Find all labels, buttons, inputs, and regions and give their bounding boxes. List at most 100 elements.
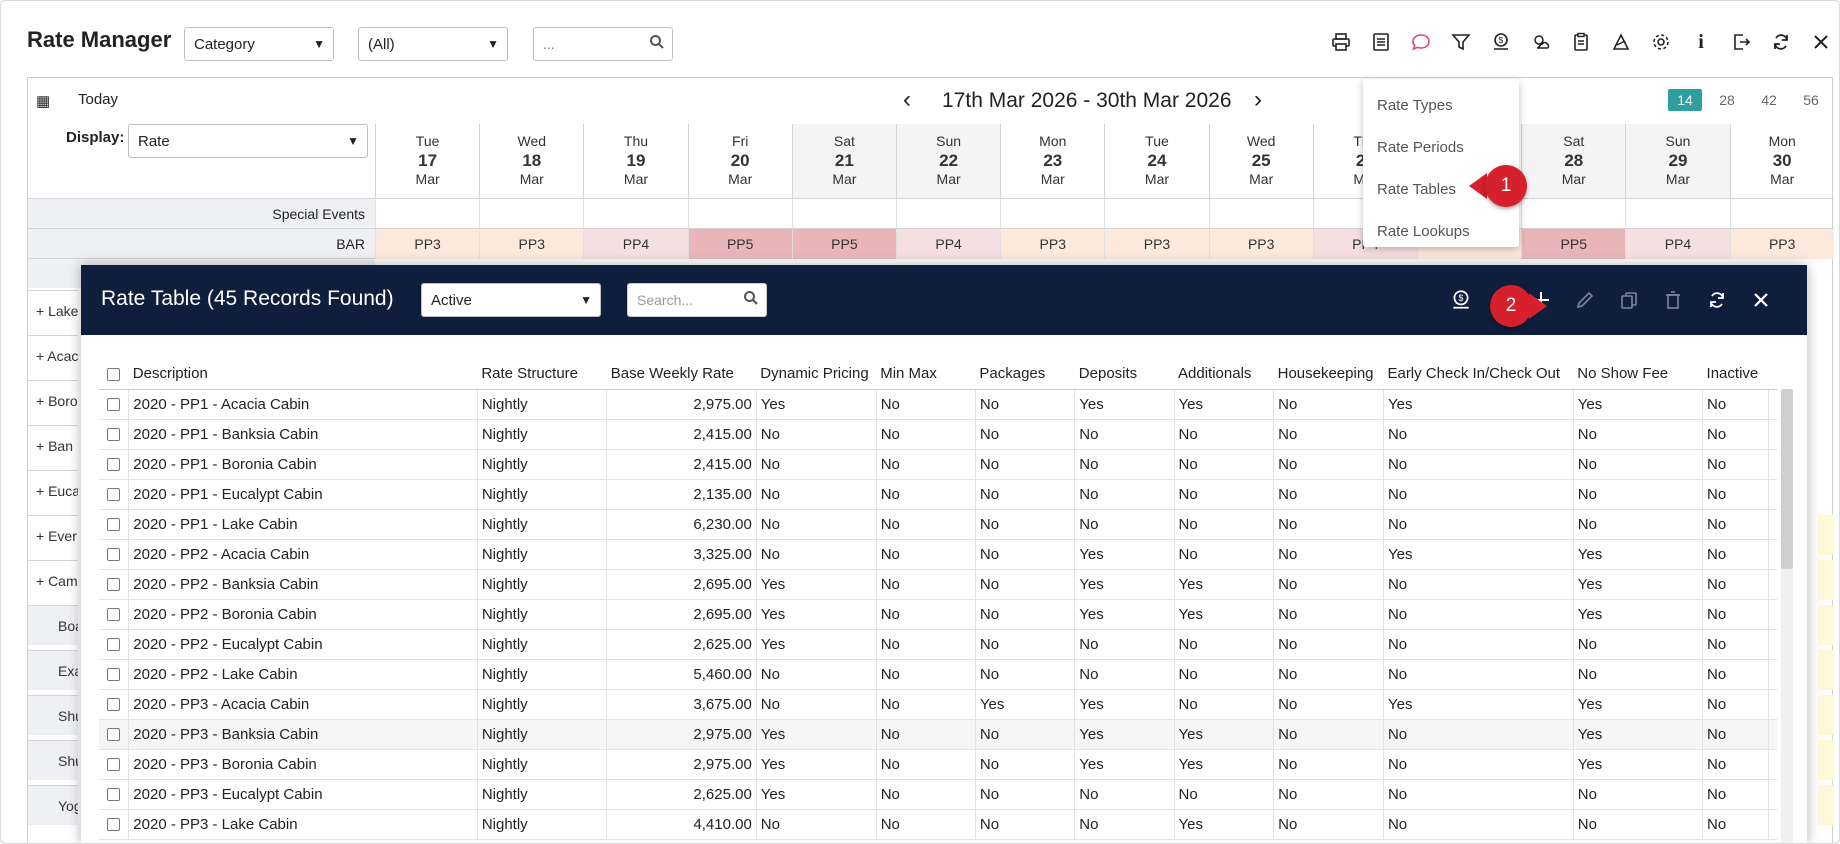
row-checkbox[interactable] (107, 608, 121, 622)
span-option-42[interactable]: 42 (1761, 92, 1777, 108)
gear-icon[interactable] (1641, 27, 1681, 57)
row-checkbox[interactable] (107, 488, 121, 502)
close-icon[interactable] (1739, 285, 1783, 315)
category-select[interactable]: Category ▼ (184, 27, 334, 61)
row-checkbox[interactable] (107, 398, 121, 412)
row-checkbox[interactable] (107, 818, 121, 832)
edit-icon[interactable] (1563, 285, 1607, 315)
room-type-item[interactable]: + Boro (28, 380, 78, 420)
table-row[interactable]: 2020 - PP3 - Boronia Cabin Nightly 2,975.0… (99, 749, 1777, 780)
table-row[interactable]: 2020 - PP2 - Eucalypt Cabin Nightly 2,625.… (99, 629, 1777, 660)
bar-rate-cell[interactable]: PP3 (375, 229, 480, 259)
filter-icon[interactable] (1441, 27, 1481, 57)
special-event-cell[interactable] (375, 199, 479, 229)
column-header[interactable]: Description (128, 359, 478, 390)
row-checkbox-cell[interactable] (99, 569, 129, 600)
bar-rate-cell[interactable]: PP4 (583, 229, 688, 259)
info-icon[interactable]: i (1698, 30, 1704, 53)
special-event-cell[interactable] (1208, 199, 1313, 229)
column-header[interactable]: Rate Structure (477, 359, 607, 390)
column-header[interactable]: Dynamic Pricing (756, 359, 877, 390)
column-header[interactable]: Deposits (1074, 359, 1175, 390)
row-checkbox[interactable] (107, 578, 121, 592)
row-checkbox[interactable] (107, 788, 121, 802)
table-row[interactable]: 2020 - PP1 - Lake Cabin Nightly 6,230.00 No… (99, 509, 1777, 540)
menu-item-rate-tables[interactable]: Rate Tables (1377, 181, 1456, 198)
span-option-14[interactable]: 14 (1668, 89, 1702, 111)
next-range-button[interactable]: › (1254, 86, 1262, 113)
column-header[interactable]: Housekeeping (1273, 359, 1384, 390)
top-search-input[interactable]: ... (533, 27, 673, 61)
row-checkbox[interactable] (107, 548, 121, 562)
special-event-cell[interactable] (896, 199, 1000, 229)
special-event-cell[interactable] (1000, 199, 1104, 229)
row-checkbox[interactable] (107, 638, 121, 652)
row-checkbox-cell[interactable] (99, 779, 129, 810)
copy-icon[interactable] (1607, 285, 1651, 315)
special-event-cell[interactable] (1729, 199, 1834, 229)
row-checkbox-cell[interactable] (99, 749, 129, 780)
printer-icon[interactable] (1321, 27, 1361, 57)
bar-rate-cell[interactable]: PP5 (1521, 229, 1626, 259)
menu-item-rate-periods[interactable]: Rate Periods (1377, 139, 1464, 156)
special-event-cell[interactable] (1521, 199, 1625, 229)
today-button[interactable]: Today (78, 91, 119, 108)
room-type-item[interactable]: Boa (28, 605, 78, 645)
row-checkbox[interactable] (107, 428, 121, 442)
row-checkbox-cell[interactable] (99, 689, 129, 720)
refresh-icon[interactable] (1695, 285, 1739, 315)
table-row[interactable]: 2020 - PP1 - Eucalypt Cabin Nightly 2,135.… (99, 479, 1777, 510)
delete-icon[interactable] (1651, 285, 1695, 315)
column-header[interactable]: Packages (975, 359, 1075, 390)
display-select[interactable]: Rate ▼ (128, 124, 368, 158)
room-type-item[interactable]: + Cam (28, 560, 78, 600)
chat-icon[interactable] (1401, 27, 1441, 57)
row-checkbox-cell[interactable] (99, 539, 129, 570)
room-type-item[interactable]: + Ever (28, 515, 78, 555)
select-all-checkbox[interactable] (107, 367, 121, 381)
column-header[interactable]: Early Check In/Check Out (1383, 359, 1574, 390)
table-row[interactable]: 2020 - PP1 - Banksia Cabin Nightly 2,415.0… (99, 419, 1777, 450)
search-icon[interactable] (743, 290, 759, 309)
table-row[interactable]: 2020 - PP3 - Banksia Cabin Nightly 2,975.0… (99, 719, 1777, 750)
special-event-cell[interactable] (1625, 199, 1729, 229)
weather-icon[interactable] (1521, 27, 1561, 57)
close-icon[interactable] (1801, 27, 1839, 57)
row-checkbox-cell[interactable] (99, 419, 129, 450)
special-event-cell[interactable] (791, 199, 896, 229)
menu-item-rate-lookups[interactable]: Rate Lookups (1377, 223, 1470, 240)
report-icon[interactable] (1361, 27, 1401, 57)
row-checkbox-cell[interactable] (99, 479, 129, 510)
bar-rate-cell[interactable]: PP3 (1104, 229, 1209, 259)
table-row[interactable]: 2020 - PP3 - Acacia Cabin Nightly 3,675.00… (99, 689, 1777, 720)
row-checkbox[interactable] (107, 728, 121, 742)
bar-rate-cell[interactable]: PP5 (791, 229, 896, 259)
room-type-item[interactable]: + Lake (28, 290, 78, 330)
row-checkbox-cell[interactable] (99, 509, 129, 540)
span-option-28[interactable]: 28 (1719, 92, 1735, 108)
row-checkbox-cell[interactable] (99, 809, 129, 840)
row-checkbox-cell[interactable] (99, 449, 129, 480)
row-checkbox[interactable] (107, 518, 121, 532)
rate-table-search-input[interactable]: Search... (627, 283, 767, 317)
table-row[interactable]: 2020 - PP2 - Boronia Cabin Nightly 2,695.0… (99, 599, 1777, 630)
row-checkbox-cell[interactable] (99, 599, 129, 630)
room-type-item[interactable]: + Acac (28, 335, 78, 375)
room-type-item[interactable]: Shu (28, 740, 78, 780)
special-event-cell[interactable] (1312, 199, 1417, 229)
bar-rate-cell[interactable]: PP4 (896, 229, 1001, 259)
row-checkbox-cell[interactable] (99, 719, 129, 750)
special-event-cell[interactable] (583, 199, 687, 229)
special-event-cell[interactable] (479, 199, 583, 229)
row-checkbox[interactable] (107, 668, 121, 682)
subfilter-select[interactable]: (All) ▼ (358, 27, 508, 61)
menu-item-rate-types[interactable]: Rate Types (1377, 97, 1453, 114)
room-type-item[interactable]: Exa (28, 650, 78, 690)
clipboard-icon[interactable] (1561, 27, 1601, 57)
row-checkbox[interactable] (107, 698, 121, 712)
room-type-item[interactable]: Yog (28, 785, 78, 825)
column-header[interactable]: No Show Fee (1573, 359, 1703, 390)
status-select[interactable]: Active ▼ (421, 283, 601, 317)
row-checkbox-cell[interactable] (99, 389, 129, 420)
column-header[interactable]: Inactive (1702, 359, 1769, 390)
